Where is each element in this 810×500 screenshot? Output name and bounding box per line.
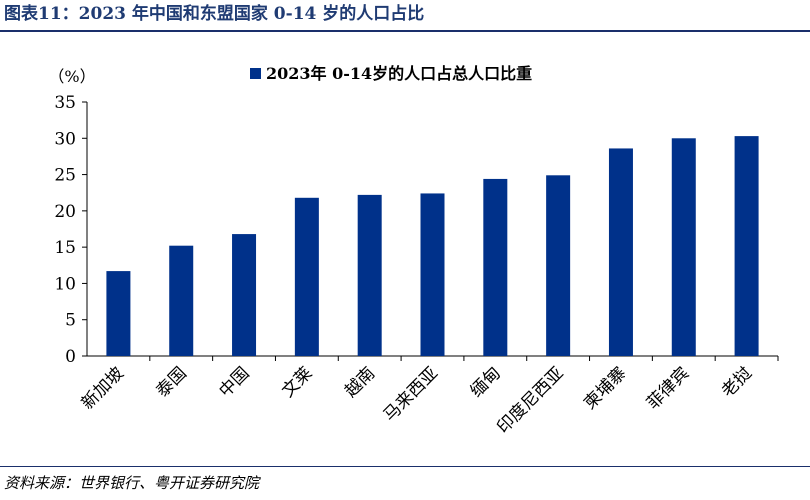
x-category-label: 印度尼西亚 — [493, 363, 567, 437]
x-category-label: 柬埔寨 — [580, 363, 630, 413]
bar — [734, 136, 759, 356]
bar — [671, 138, 696, 356]
x-category-label: 老挝 — [718, 363, 756, 401]
bar — [546, 175, 571, 356]
footer-divider — [0, 466, 810, 467]
y-tick-label: 10 — [54, 274, 76, 294]
y-tick-label: 0 — [65, 347, 76, 367]
bar — [357, 194, 382, 356]
x-category-label: 越南 — [341, 363, 379, 401]
legend-swatch — [250, 68, 261, 79]
y-tick-label: 20 — [54, 202, 76, 222]
y-tick-label: 15 — [54, 238, 76, 258]
x-category-label: 菲律宾 — [643, 363, 693, 413]
legend-label: 2023年 0-14岁的人口占总人口比重 — [266, 64, 532, 83]
bar — [608, 148, 633, 356]
y-tick-label: 30 — [54, 129, 76, 149]
bar — [106, 271, 131, 356]
bar-chart: 0 5 10 15 20 25 30 35 （%） 2023年 0-14岁的人口占总人口比重新加坡… — [48, 64, 779, 438]
y-tick-label: 35 — [54, 93, 76, 113]
x-category-label: 文莱 — [278, 363, 316, 401]
x-category-label: 马来西亚 — [380, 363, 442, 425]
title-divider — [0, 30, 810, 32]
bar — [169, 245, 194, 356]
figure-title: 图表11：2023 年中国和东盟国家 0-14 岁的人口占比 — [4, 4, 425, 24]
y-unit-label: （%） — [48, 67, 95, 86]
bar — [294, 197, 319, 356]
bar — [232, 234, 257, 356]
x-category-label: 新加坡 — [78, 363, 128, 413]
x-category-label: 泰国 — [153, 363, 191, 401]
y-tick-label: 5 — [65, 311, 76, 331]
x-category-label: 缅甸 — [467, 363, 505, 401]
source-note: 资料来源：世界银行、粤开证券研究院 — [4, 474, 260, 492]
bar — [420, 193, 445, 356]
bar — [483, 178, 508, 356]
y-tick-label: 25 — [54, 166, 76, 186]
x-category-label: 中国 — [215, 363, 253, 401]
